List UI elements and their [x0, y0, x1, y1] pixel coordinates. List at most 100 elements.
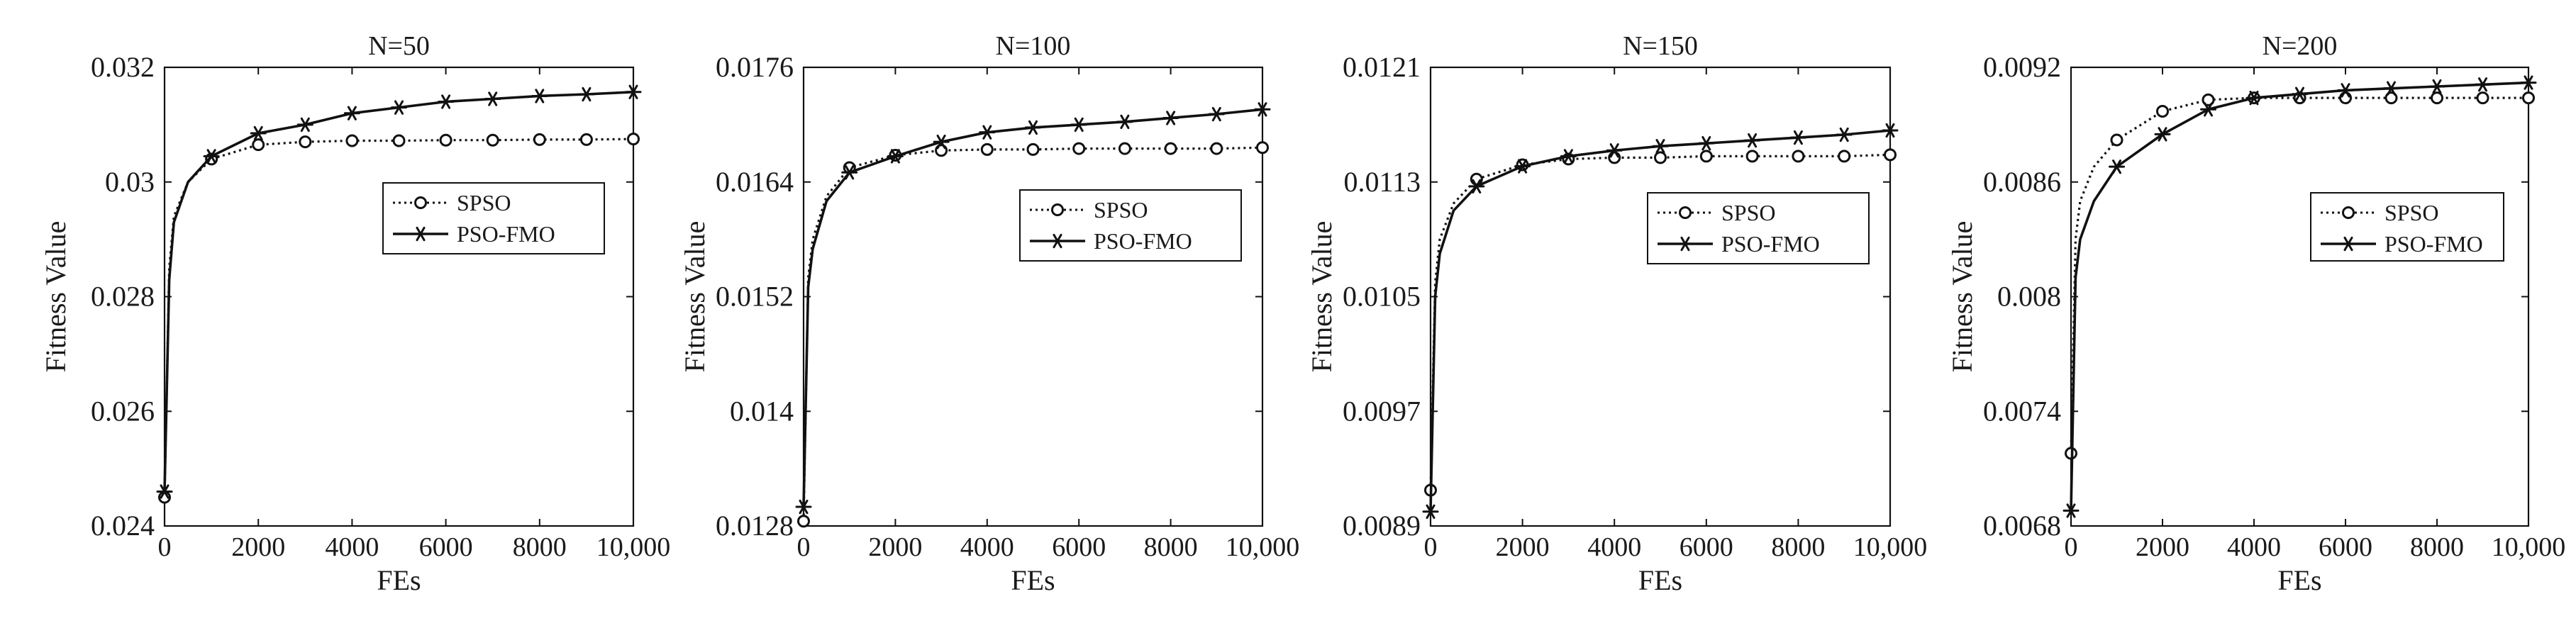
data-point-spso — [2431, 91, 2443, 105]
data-point-pso-fmo — [250, 125, 267, 141]
legend-label-spso: SPSO — [1094, 197, 1148, 223]
y-tick-label: 0.0113 — [1343, 166, 1421, 198]
y-axis-label: Fitness Value — [679, 221, 711, 373]
x-axis-label: FEs — [377, 564, 421, 596]
data-point-pso-fmo — [1744, 133, 1761, 148]
x-tick-label: 8000 — [2410, 532, 2464, 562]
data-point-spso — [2476, 91, 2489, 105]
x-tick-label: 0 — [158, 532, 172, 562]
data-point-spso — [579, 133, 593, 146]
data-point-spso — [2339, 91, 2352, 105]
data-point-spso — [439, 133, 453, 147]
y-axis-label: Fitness Value — [1946, 221, 1978, 373]
data-point-pso-fmo — [156, 484, 173, 499]
chart-title: N=100 — [996, 31, 1071, 61]
x-tick-label: 0 — [1424, 532, 1438, 562]
y-tick-label: 0.026 — [91, 395, 155, 427]
data-point-spso — [299, 135, 312, 149]
plot-area-frame — [802, 66, 1264, 527]
data-point-pso-fmo — [1606, 143, 1623, 158]
x-tick-label: 10,000 — [1226, 532, 1300, 562]
legend-label-spso: SPSO — [1721, 200, 1776, 225]
x-tick-label: 2000 — [1496, 532, 1550, 562]
data-point-pso-fmo — [2383, 81, 2399, 96]
data-point-pso-fmo — [625, 84, 642, 99]
chart-title: N=150 — [1623, 31, 1698, 61]
data-point-spso — [533, 133, 546, 146]
y-tick-label: 0.024 — [91, 510, 155, 542]
data-point-spso — [797, 515, 810, 528]
x-tick-label: 10,000 — [1853, 532, 1928, 562]
legend-box — [382, 182, 605, 254]
data-point-pso-fmo — [795, 499, 812, 515]
data-point-pso-fmo — [2109, 159, 2125, 174]
data-point-pso-fmo — [203, 149, 220, 164]
data-point-spso — [1838, 150, 1851, 163]
data-point-pso-fmo — [2337, 83, 2354, 98]
y-tick-label: 0.0152 — [716, 281, 794, 313]
data-point-spso — [2156, 105, 2169, 118]
data-point-pso-fmo — [296, 117, 313, 133]
data-point-spso — [392, 134, 406, 147]
y-tick-label: 0.032 — [91, 51, 155, 83]
data-point-spso — [486, 133, 499, 147]
data-point-pso-fmo — [1789, 130, 1806, 145]
data-point-pso-fmo — [2428, 79, 2445, 94]
chart-panel-2: N=100 0 2000 4000 6000 8000 10,000 0.0128 0.014 0… — [679, 31, 1299, 596]
legend-box — [2310, 192, 2504, 262]
x-tick-label: 2000 — [231, 532, 285, 562]
y-tick-label: 0.008 — [1997, 281, 2061, 313]
y-tick-label: 0.0086 — [1983, 166, 2061, 198]
legend-marker-pso-fmo — [1677, 236, 1694, 252]
data-point-pso-fmo — [1882, 123, 1899, 138]
legend-marker-spso — [2342, 206, 2355, 219]
data-point-pso-fmo — [531, 89, 548, 103]
y-tick-label: 0.0089 — [1343, 510, 1421, 542]
y-axis-label: Fitness Value — [40, 221, 72, 373]
data-point-spso — [1118, 142, 1131, 155]
x-tick-label: 6000 — [419, 532, 473, 562]
data-point-pso-fmo — [979, 125, 996, 140]
legend: SPSO PSO-FMO — [1647, 192, 1870, 264]
data-point-pso-fmo — [1652, 139, 1669, 154]
x-axis-label: FEs — [1011, 564, 1055, 596]
data-point-spso — [2385, 91, 2398, 105]
series-line-pso-fmo — [2070, 81, 2529, 511]
y-tick-label: 0.0105 — [1343, 281, 1421, 313]
x-tick-label: 4000 — [960, 532, 1014, 562]
data-point-pso-fmo — [578, 86, 595, 102]
x-tick-label: 2000 — [2136, 532, 2189, 562]
legend-marker-pso-fmo — [1049, 233, 1066, 249]
x-tick-label: 4000 — [1587, 532, 1641, 562]
data-point-spso — [1792, 150, 1805, 163]
data-point-pso-fmo — [1468, 179, 1485, 194]
x-tick-label: 8000 — [1771, 532, 1825, 562]
data-point-pso-fmo — [1254, 102, 1271, 117]
legend-label-spso: SPSO — [2385, 200, 2439, 225]
data-point-spso — [1072, 142, 1086, 155]
x-tick-label: 4000 — [2227, 532, 2281, 562]
data-point-spso — [1026, 142, 1040, 156]
legend-marker-pso-fmo — [2340, 236, 2357, 252]
legend-box — [1647, 192, 1870, 264]
data-point-spso — [1884, 148, 1897, 162]
data-point-spso — [1654, 151, 1667, 164]
legend-label-pso-fmo: PSO-FMO — [1094, 228, 1192, 254]
legend-marker-pso-fmo — [412, 226, 429, 242]
legend-marker-spso — [1679, 206, 1692, 219]
legend-marker-spso — [1051, 203, 1064, 216]
chart-title: N=200 — [2263, 31, 2338, 61]
x-tick-label: 8000 — [513, 532, 567, 562]
x-axis-label: FEs — [2277, 564, 2321, 596]
x-tick-label: 2000 — [868, 532, 922, 562]
data-point-spso — [2202, 93, 2215, 106]
data-point-pso-fmo — [2200, 102, 2216, 117]
y-tick-label: 0.014 — [730, 395, 794, 427]
legend-label-pso-fmo: PSO-FMO — [1721, 231, 1820, 257]
data-point-pso-fmo — [484, 91, 501, 106]
x-tick-label: 6000 — [1680, 532, 1733, 562]
chart-panel-4: N=200 0 2000 4000 6000 8000 10,000 0.0068 0.0074… — [1946, 31, 2565, 596]
chart-panel-3: N=150 0 2000 4000 6000 8000 10,000 0.0089 0.0097… — [1306, 31, 1927, 596]
y-axis-label: Fitness Value — [1306, 221, 1338, 373]
x-axis-label: FEs — [1638, 564, 1682, 596]
